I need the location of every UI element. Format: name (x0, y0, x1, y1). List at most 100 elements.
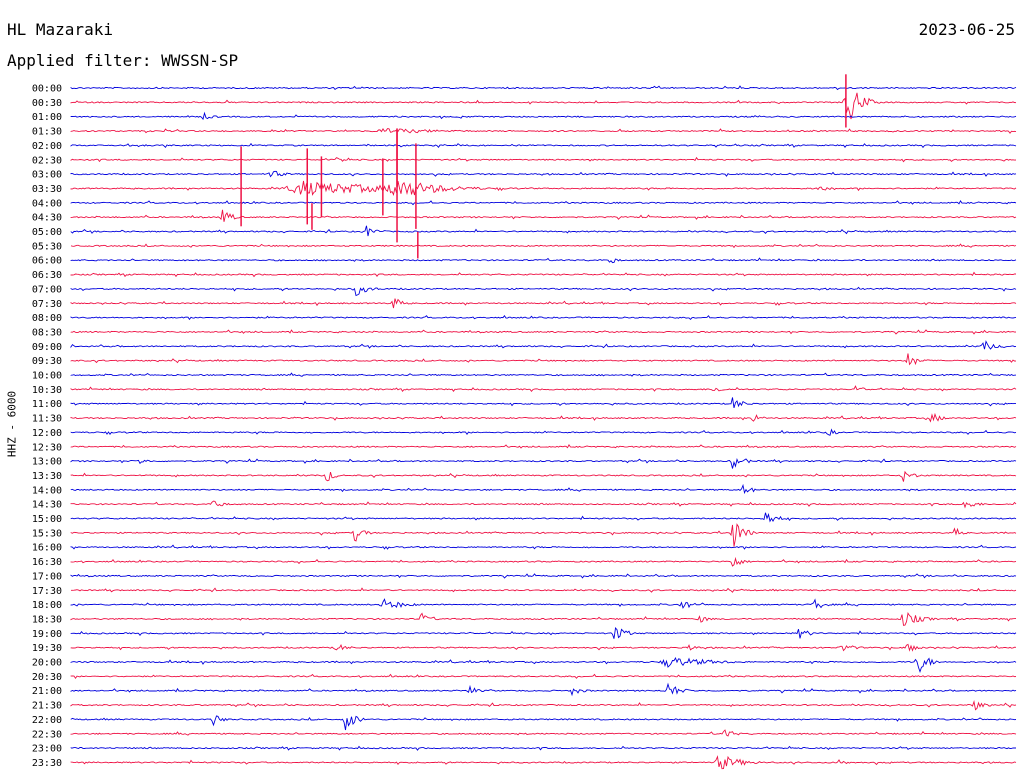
seismic-trace (70, 457, 1017, 469)
filter-label: Applied filter: WWSSN-SP (7, 51, 239, 70)
row-time-label: 03:30 (32, 184, 62, 195)
seismic-trace (70, 428, 1017, 436)
station-title: HL Mazaraki (7, 20, 113, 39)
seismic-trace (70, 257, 1017, 264)
row-time-label: 11:30 (32, 414, 62, 425)
trace-rows: 00:00 00:30 01:00 01:30 02:00 02:30 03:00 03:30… (32, 74, 1017, 770)
row-time-label: 10:00 (32, 371, 62, 382)
row-time-label: 12:00 (32, 428, 62, 439)
row-time-label: 20:30 (32, 672, 62, 683)
row-time-label: 03:00 (32, 170, 62, 181)
seismic-trace (70, 544, 1017, 550)
row-time-label: 16:30 (32, 557, 62, 568)
seismic-trace (70, 512, 1017, 523)
seismic-trace (70, 556, 1017, 567)
row-time-label: 14:30 (32, 500, 62, 511)
row-time-label: 09:00 (32, 342, 62, 353)
row-time-label: 17:30 (32, 586, 62, 597)
row-time-label: 19:00 (32, 629, 62, 640)
seismic-trace (70, 598, 1017, 609)
seismic-trace (70, 755, 1017, 770)
row-time-label: 17:00 (32, 571, 62, 582)
row-time-label: 00:00 (32, 84, 62, 95)
row-time-label: 00:30 (32, 98, 62, 109)
seismic-trace (71, 587, 1017, 593)
seismic-trace (70, 340, 1017, 350)
seismic-trace (70, 92, 1017, 120)
seismic-trace (70, 209, 1017, 222)
seismic-trace (70, 611, 1017, 626)
seismic-trace (70, 643, 1017, 652)
row-time-label: 15:30 (32, 528, 62, 539)
seismic-trace (70, 200, 1017, 206)
row-time-label: 01:00 (32, 112, 62, 123)
seismic-trace (70, 128, 1017, 134)
seismic-trace (70, 298, 1017, 309)
row-time-label: 05:30 (32, 241, 62, 252)
row-time-label: 19:30 (32, 643, 62, 654)
row-time-label: 04:30 (32, 213, 62, 224)
row-time-label: 12:30 (32, 442, 62, 453)
row-time-label: 16:00 (32, 543, 62, 554)
seismic-trace (70, 729, 1017, 737)
row-time-label: 22:30 (32, 729, 62, 740)
seismic-trace (70, 180, 1017, 196)
row-time-label: 11:00 (32, 399, 62, 410)
row-time-label: 06:00 (32, 256, 62, 267)
seismic-trace (70, 397, 1016, 409)
row-time-label: 13:30 (32, 471, 62, 482)
seismic-trace (70, 699, 1017, 711)
row-time-label: 08:30 (32, 327, 62, 338)
seismic-trace (70, 329, 1017, 335)
row-time-label: 09:30 (32, 356, 62, 367)
seismic-trace (70, 444, 1017, 449)
seismic-trace (70, 225, 1017, 237)
seismic-trace (70, 243, 1017, 249)
seismic-trace (70, 111, 1017, 121)
row-time-label: 08:00 (32, 313, 62, 324)
seismic-trace (70, 656, 1017, 673)
seismic-trace (70, 156, 1017, 163)
row-time-label: 04:00 (32, 198, 62, 209)
row-time-label: 22:00 (32, 715, 62, 726)
date-label: 2023-06-25 (918, 20, 1015, 39)
seismic-trace (70, 500, 1017, 509)
row-time-label: 23:00 (32, 744, 62, 755)
row-time-label: 07:00 (32, 284, 62, 295)
seismic-trace (70, 271, 1016, 278)
row-time-label: 05:00 (32, 227, 62, 238)
seismic-trace (70, 170, 1017, 178)
seismic-trace (70, 315, 1017, 321)
row-time-label: 20:00 (32, 658, 62, 669)
row-time-label: 21:00 (32, 686, 62, 697)
seismic-trace (70, 715, 1017, 731)
seismic-trace (70, 286, 1017, 297)
seismic-trace (70, 372, 1017, 377)
seismic-trace (70, 470, 1017, 482)
seismic-trace (70, 745, 1016, 751)
row-time-label: 14:00 (32, 485, 62, 496)
row-time-label: 13:00 (32, 457, 62, 468)
seismic-trace (70, 573, 1017, 579)
row-time-label: 23:30 (32, 758, 62, 769)
seismic-trace (70, 353, 1017, 366)
seismic-trace (70, 412, 1017, 423)
row-time-label: 01:30 (32, 127, 62, 138)
row-time-label: 10:30 (32, 385, 62, 396)
row-time-label: 07:30 (32, 299, 62, 310)
row-time-label: 18:30 (32, 614, 62, 625)
row-time-label: 06:30 (32, 270, 62, 281)
row-time-label: 15:00 (32, 514, 62, 525)
seismic-trace (70, 626, 1017, 639)
seismic-trace (70, 85, 1017, 91)
row-time-label: 02:30 (32, 155, 62, 166)
seismic-trace (70, 142, 1017, 149)
seismic-trace (70, 523, 1017, 547)
row-time-label: 21:30 (32, 701, 62, 712)
seismic-trace (70, 483, 1017, 495)
row-time-label: 02:00 (32, 141, 62, 152)
row-time-label: 18:00 (32, 600, 62, 611)
seismic-trace (70, 385, 1017, 393)
seismic-trace (70, 682, 1017, 697)
